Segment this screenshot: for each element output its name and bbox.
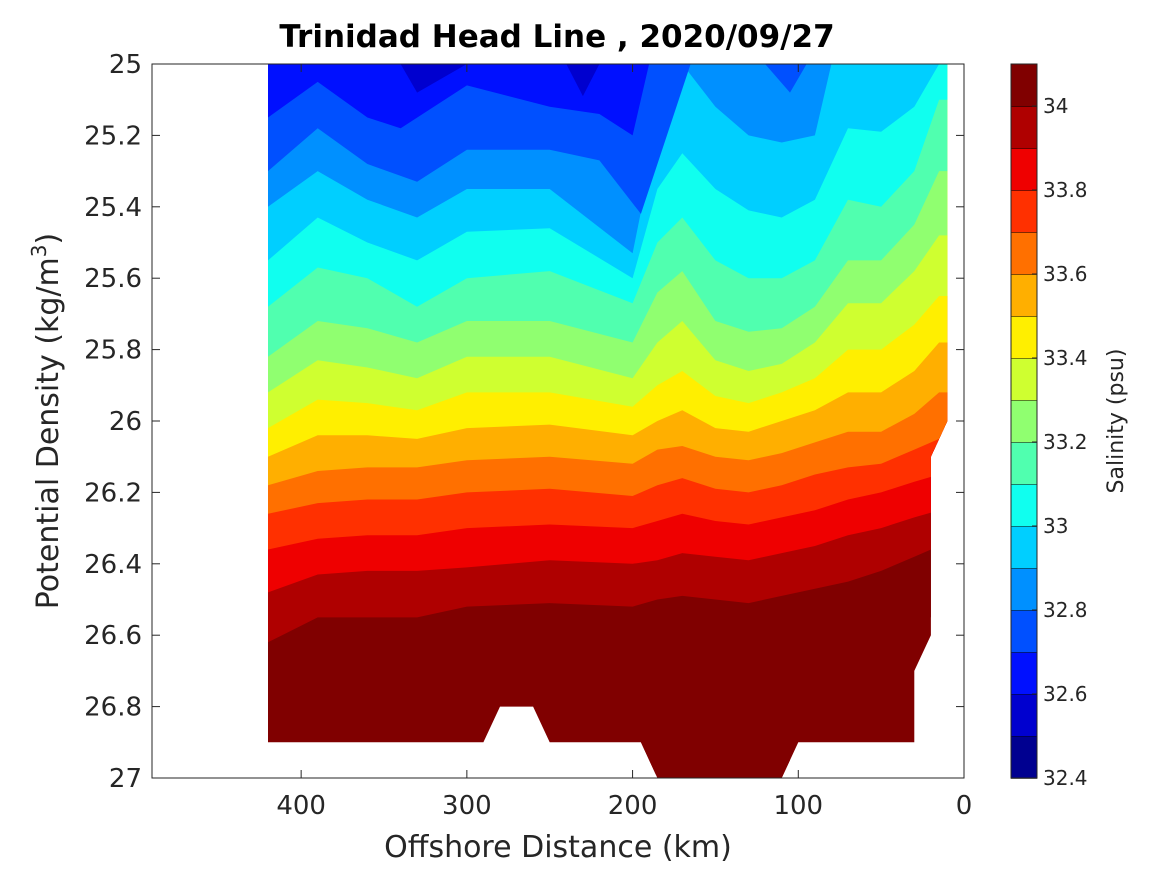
y-tick-label: 26.4 [84, 550, 142, 580]
contour-band [268, 64, 658, 136]
colorbar-band [1010, 63, 1038, 107]
y-tick-label: 25.8 [84, 336, 142, 366]
y-tick-label: 26.8 [84, 693, 142, 723]
chart-title: Trinidad Head Line , 2020/09/27 [279, 19, 834, 55]
colorbar-band [1010, 567, 1038, 611]
colorbar-tick-label: 33.8 [1043, 178, 1088, 202]
colorbar-tick-label: 33.6 [1043, 262, 1088, 286]
colorbar-tick-label: 32.6 [1043, 682, 1088, 706]
y-tick-label: 25.2 [84, 121, 142, 151]
colorbar-band [1010, 189, 1038, 233]
y-axis-title: Potential Density (kg/m3) [27, 233, 66, 609]
y-axis: 25 25.2 25.4 25.6 25.8 26 26.2 26.4 26.6 26.8 27 [84, 50, 964, 794]
colorbar-band [1010, 273, 1038, 317]
x-tick-label: 200 [608, 791, 658, 821]
colorbar-band [1010, 525, 1038, 569]
colorbar-frame [1010, 63, 1038, 779]
colorbar-tick-label: 33.2 [1043, 430, 1088, 454]
y-axis-title-close: ) [31, 233, 66, 245]
colorbar-band [1010, 483, 1038, 527]
x-axis: 400 300 200 100 0 [276, 64, 972, 821]
colorbar-tick-label: 32.4 [1043, 766, 1088, 790]
colorbar-tick-label: 33.4 [1043, 346, 1088, 370]
y-tick-label: 25.6 [84, 264, 142, 294]
y-tick-label: 26.2 [84, 478, 142, 508]
colorbar-band [1010, 441, 1038, 485]
colorbar-band [1010, 315, 1038, 359]
x-axis-title: Offshore Distance (km) [384, 830, 732, 865]
colorbar-band [1010, 735, 1038, 779]
x-tick-label: 400 [276, 791, 326, 821]
colorbar-band [1010, 651, 1038, 695]
colorbar-tick-label: 33 [1043, 514, 1068, 538]
y-axis-title-superscript: 3 [27, 244, 51, 257]
colorbar-band [1010, 399, 1038, 443]
colorbar-band [1010, 693, 1038, 737]
colorbar-band [1010, 231, 1038, 275]
x-tick-label: 100 [773, 791, 823, 821]
y-tick-label: 26.6 [84, 621, 142, 651]
x-tick-label: 300 [442, 791, 492, 821]
colorbar-band [1010, 609, 1038, 653]
x-tick-label: 0 [956, 791, 973, 821]
y-tick-label: 25.4 [84, 193, 142, 223]
colorbar-band [1010, 357, 1038, 401]
y-tick-label: 27 [109, 764, 142, 794]
y-tick-label: 25 [109, 50, 142, 80]
colorbar-tick-label: 32.8 [1043, 598, 1088, 622]
colorbar-band [1010, 147, 1038, 191]
y-tick-label: 26 [109, 407, 142, 437]
colorbar-title: Salinity (psu) [1104, 349, 1129, 494]
colorbar-tick-label: 34 [1043, 94, 1068, 118]
y-axis-title-main: Potential Density (kg/m [31, 257, 66, 609]
salinity-contour-fill [268, 64, 948, 778]
colorbar-band [1010, 105, 1038, 149]
colorbar: 32.4 32.6 32.8 33 33.2 33.4 33.6 33.8 34 [1010, 63, 1088, 790]
